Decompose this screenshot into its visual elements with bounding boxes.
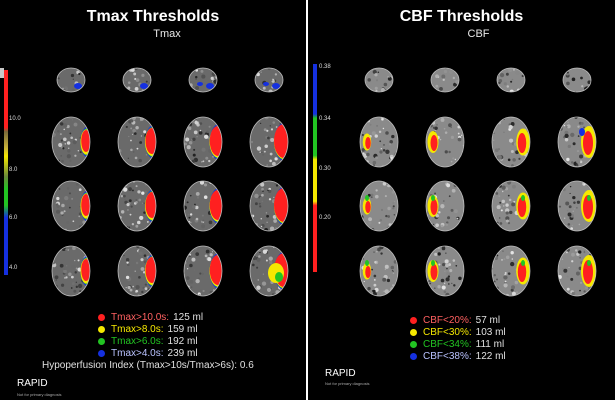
legend-value: 125 ml — [173, 311, 204, 323]
tmax-title: Tmax Thresholds — [86, 8, 220, 25]
brain-slice-image — [430, 67, 460, 93]
legend-value: 192 ml — [167, 335, 198, 347]
legend-label: Tmax>10.0s: — [111, 311, 170, 323]
brain-slice-image — [122, 67, 152, 93]
legend-color-dot-icon — [410, 316, 417, 324]
tmax-brain-grid — [44, 58, 294, 308]
cbf-scale-label: 0.38 — [319, 64, 331, 70]
brain-slice-image — [183, 116, 223, 168]
brain-slice-image — [491, 116, 531, 168]
brain-slice-image — [249, 245, 289, 297]
legend-item: CBF<30%: 103 ml — [410, 326, 506, 338]
cbf-scale-label: 0.34 — [319, 116, 331, 122]
tmax-scale-label: 10.0 — [9, 116, 21, 122]
legend-color-dot-icon — [98, 349, 105, 357]
brain-slice-image — [117, 180, 157, 232]
tmax-legend: Tmax>10.0s: 125 ml Tmax>8.0s: 159 ml Tmax>6.… — [98, 311, 203, 359]
legend-item: Tmax>10.0s: 125 ml — [98, 311, 203, 323]
brain-slice-image — [249, 180, 289, 232]
cbf-scale-label: 0.30 — [319, 166, 331, 172]
legend-label: Tmax>4.0s: — [111, 347, 164, 359]
legend-label: CBF<34%: — [423, 338, 472, 350]
rapid-disclaimer: Not for primary diagnosis — [17, 392, 62, 397]
brain-slice-image — [51, 116, 91, 168]
brain-slice-image — [425, 245, 465, 297]
brain-slice-image — [183, 245, 223, 297]
brain-slice-image — [51, 245, 91, 297]
legend-value: 239 ml — [167, 347, 198, 359]
brain-slice-image — [425, 116, 465, 168]
scale-edge-mark — [0, 68, 4, 78]
cbf-scale-label: 0.20 — [319, 215, 331, 221]
brain-slice-image — [56, 67, 86, 93]
legend-label: CBF<20%: — [423, 314, 472, 326]
cbf-title: CBF Thresholds — [399, 8, 524, 25]
brain-slice-image — [183, 180, 223, 232]
legend-color-dot-icon — [98, 325, 105, 333]
legend-label: Tmax>8.0s: — [111, 323, 164, 335]
tmax-scale-label: 8.0 — [9, 167, 18, 173]
rapid-brand: RAPID — [325, 368, 356, 379]
brain-slice-image — [364, 67, 394, 93]
brain-slice-image — [491, 180, 531, 232]
hypoperfusion-index: Hypoperfusion Index (Tmax>10s/Tmax>6s): … — [42, 360, 254, 371]
legend-value: 111 ml — [475, 338, 505, 350]
tmax-panel: Tmax Thresholds Tmax 10.0 8.0 6.0 4.0 Tm… — [0, 0, 306, 400]
legend-color-dot-icon — [410, 352, 417, 360]
tmax-scale-label: 4.0 — [9, 265, 18, 271]
cbf-subtitle: CBF — [467, 28, 490, 40]
legend-color-dot-icon — [98, 313, 105, 321]
brain-slice-image — [359, 180, 399, 232]
brain-slice-image — [557, 245, 597, 297]
rapid-brand: RAPID — [17, 378, 48, 389]
cbf-panel: CBF Thresholds CBF 0.38 0.34 0.30 0.20 C… — [308, 0, 615, 400]
brain-slice-image — [254, 67, 284, 93]
cbf-color-scale — [313, 64, 317, 272]
brain-slice-image — [496, 67, 526, 93]
brain-slice-image — [425, 180, 465, 232]
brain-slice-image — [51, 180, 91, 232]
cbf-brain-grid — [352, 58, 602, 308]
brain-slice-image — [557, 180, 597, 232]
legend-label: CBF<38%: — [423, 350, 472, 362]
legend-label: Tmax>6.0s: — [111, 335, 164, 347]
legend-item: CBF<38%: 122 ml — [410, 350, 506, 362]
legend-color-dot-icon — [410, 328, 417, 336]
legend-item: Tmax>6.0s: 192 ml — [98, 335, 203, 347]
legend-color-dot-icon — [98, 337, 105, 345]
brain-slice-image — [117, 116, 157, 168]
legend-value: 159 ml — [167, 323, 198, 335]
legend-item: CBF<20%: 57 ml — [410, 314, 506, 326]
tmax-color-scale — [4, 70, 8, 275]
brain-slice-image — [188, 67, 218, 93]
legend-value: 103 ml — [475, 326, 506, 338]
cbf-legend: CBF<20%: 57 ml CBF<30%: 103 ml CBF<34%: 111 m… — [410, 314, 506, 362]
tmax-subtitle: Tmax — [153, 28, 181, 40]
legend-label: CBF<30%: — [423, 326, 472, 338]
brain-slice-image — [562, 67, 592, 93]
brain-slice-image — [491, 245, 531, 297]
legend-color-dot-icon — [410, 340, 417, 348]
brain-slice-image — [359, 245, 399, 297]
legend-item: CBF<34%: 111 ml — [410, 338, 506, 350]
legend-value: 122 ml — [475, 350, 506, 362]
tmax-scale-label: 6.0 — [9, 215, 18, 221]
legend-item: Tmax>4.0s: 239 ml — [98, 347, 203, 359]
brain-slice-image — [249, 116, 289, 168]
rapid-disclaimer: Not for primary diagnosis — [325, 381, 370, 386]
brain-slice-image — [557, 116, 597, 168]
brain-slice-image — [359, 116, 399, 168]
legend-value: 57 ml — [475, 314, 501, 326]
brain-slice-image — [117, 245, 157, 297]
legend-item: Tmax>8.0s: 159 ml — [98, 323, 203, 335]
